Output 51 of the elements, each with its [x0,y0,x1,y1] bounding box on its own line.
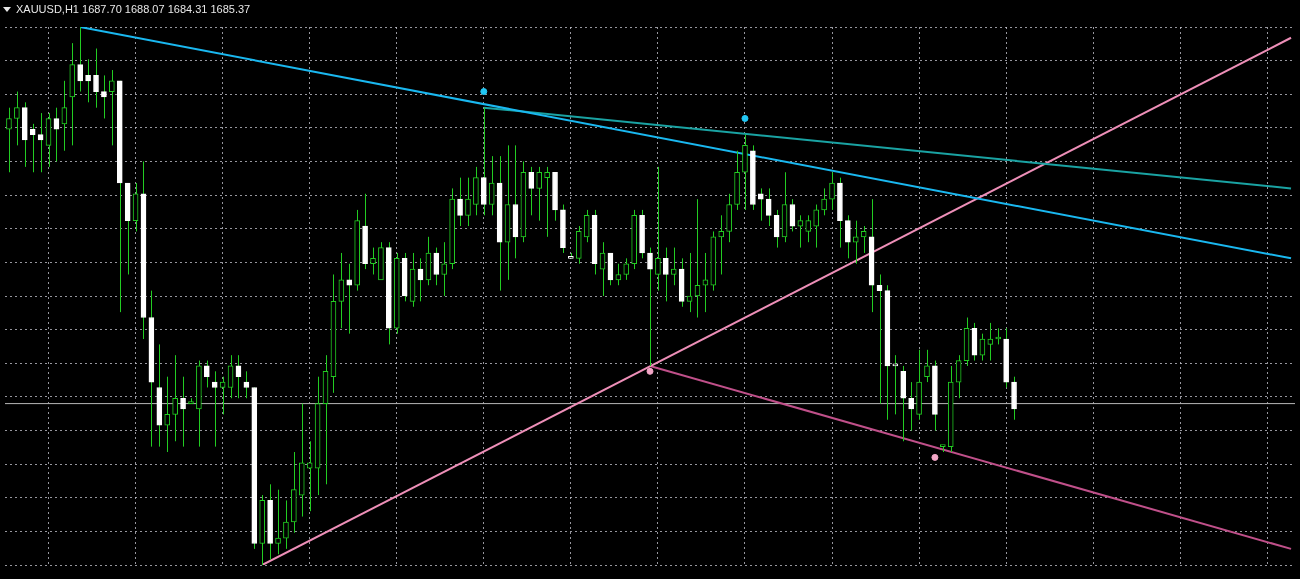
candlestick [908,381,914,431]
candlestick [765,187,772,227]
candlestick [85,58,91,103]
candlestick [670,247,677,286]
candlestick [805,214,812,243]
point [741,114,749,122]
candlestick [211,370,218,448]
candlestick [718,214,725,275]
candlestick [757,187,764,222]
candlestick [987,322,994,362]
candlestick [939,444,946,453]
point [646,367,654,375]
candlestick [663,247,669,302]
candlestick [101,74,107,119]
candlestick [924,349,930,383]
candlestick [109,69,115,146]
chart-title: XAUUSD,H1 1687.70 1688.07 1684.31 1685.37 [16,3,251,15]
candlestick [457,177,463,227]
candlestick [346,263,353,335]
candlestick [275,489,281,555]
candlestick [465,177,471,227]
candlestick [813,204,820,249]
candlestick [164,376,171,453]
candlestick [845,214,851,259]
candlestick [6,107,12,173]
point [480,88,488,96]
candlestick [536,166,543,222]
candlestick [647,247,653,367]
candlestick [203,360,210,388]
candlestick [655,166,661,292]
candlestick [77,26,84,93]
candlestick [14,91,20,146]
candlestick [283,499,289,550]
candlestick [623,257,630,281]
candlestick [860,225,867,254]
candlestick [488,155,495,216]
candlestick [583,209,590,243]
candlestick [544,166,550,238]
point [931,453,939,461]
candlestick [370,247,376,275]
candlestick [180,376,186,448]
candlestick [29,123,36,173]
candlestick [852,220,859,265]
candlestick [433,247,440,286]
candlestick [441,241,448,297]
candlestick [821,187,827,216]
candlestick [829,171,835,211]
candlestick [306,440,313,512]
candlestick [528,166,535,216]
candlestick [172,354,178,442]
candlestick [93,48,99,109]
